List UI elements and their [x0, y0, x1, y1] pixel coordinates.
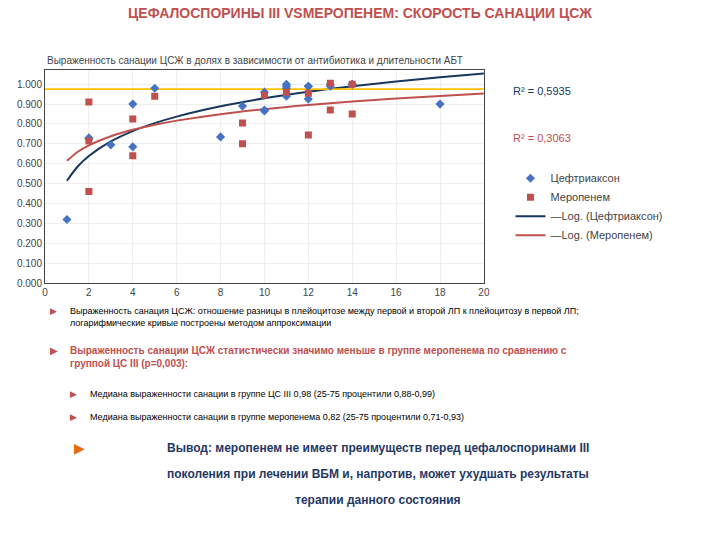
svg-text:0.100: 0.100 — [17, 258, 42, 269]
svg-text:Медиана выраженности санации в: Медиана выраженности санации в группе ме… — [90, 412, 464, 422]
svg-text:0.700: 0.700 — [17, 138, 42, 149]
svg-text:10: 10 — [259, 287, 271, 298]
svg-text:Медиана выраженности санации в: Медиана выраженности санации в группе ЦС… — [90, 389, 435, 399]
svg-text:—Log. (Меропенем): —Log. (Меропенем) — [551, 229, 653, 241]
svg-text:0.400: 0.400 — [17, 198, 42, 209]
svg-text:0.600: 0.600 — [17, 158, 42, 169]
svg-text:0.000: 0.000 — [17, 278, 42, 289]
svg-text:Выраженность санации ЦСЖ в дол: Выраженность санации ЦСЖ в долях в завис… — [47, 55, 463, 66]
svg-text:0.800: 0.800 — [17, 118, 42, 129]
svg-text:0: 0 — [42, 287, 48, 298]
svg-text:поколения при лечении ВБМ и, н: поколения при лечении ВБМ и, напротив, м… — [167, 467, 589, 481]
svg-text:ЦЕФАЛОСПОРИНЫ III VSМЕРОПЕНЕМ:: ЦЕФАЛОСПОРИНЫ III VSМЕРОПЕНЕМ: СКОРОСТЬ … — [128, 5, 592, 21]
svg-text:0.300: 0.300 — [17, 218, 42, 229]
svg-text:1.000: 1.000 — [17, 79, 42, 90]
svg-text:▶: ▶ — [70, 412, 77, 422]
svg-text:6: 6 — [174, 287, 180, 298]
svg-text:▶: ▶ — [50, 345, 58, 356]
svg-text:терапии данного состояния: терапии данного состояния — [295, 493, 461, 507]
svg-text:▶: ▶ — [50, 306, 57, 316]
svg-text:18: 18 — [434, 287, 446, 298]
svg-text:0.500: 0.500 — [17, 178, 42, 189]
svg-text:16: 16 — [391, 287, 403, 298]
svg-text:12: 12 — [303, 287, 315, 298]
svg-text:Меропенем: Меропенем — [551, 191, 610, 203]
svg-text:Вывод: меропенем не имеет преи: Вывод: меропенем не имеет преимуществ пе… — [167, 441, 589, 455]
svg-text:0.200: 0.200 — [17, 238, 42, 249]
svg-text:R² = 0,3063: R² = 0,3063 — [513, 132, 571, 144]
svg-text:—Log. (Цефтриаксон): —Log. (Цефтриаксон) — [551, 210, 663, 222]
svg-text:Цефтриаксон: Цефтриаксон — [551, 172, 620, 184]
svg-text:▶: ▶ — [74, 440, 85, 456]
svg-text:Выраженность санация ЦСЖ: отно: Выраженность санация ЦСЖ: отношение разн… — [70, 306, 579, 328]
svg-text:0.900: 0.900 — [17, 99, 42, 110]
svg-text:4: 4 — [130, 287, 136, 298]
svg-text:8: 8 — [218, 287, 224, 298]
svg-text:14: 14 — [347, 287, 359, 298]
svg-text:▶: ▶ — [70, 389, 77, 399]
svg-text:Выраженность санации ЦСЖ стати: Выраженность санации ЦСЖ статистически з… — [70, 345, 567, 369]
svg-text:20: 20 — [478, 287, 490, 298]
svg-text:R² = 0,5935: R² = 0,5935 — [513, 85, 571, 97]
svg-text:2: 2 — [86, 287, 92, 298]
